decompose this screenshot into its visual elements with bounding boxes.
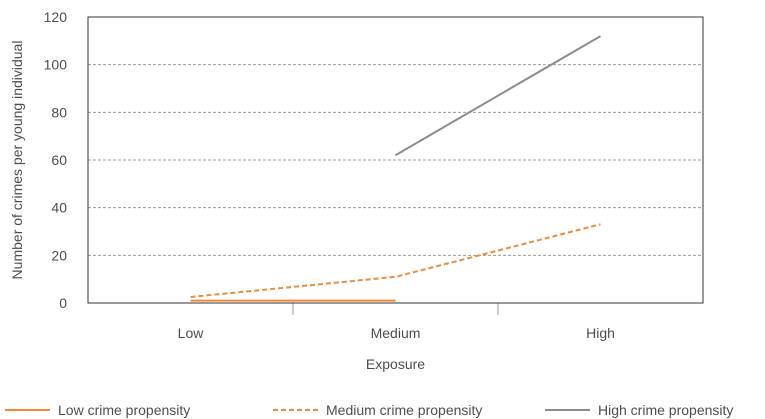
x-axis-ticks: Low Medium High [178, 303, 615, 341]
series-line-2 [190, 223, 601, 298]
y-tick-label: 40 [51, 200, 67, 216]
series-lines [190, 35, 602, 302]
x-tick-label: Low [178, 325, 205, 341]
x-tick-label: High [586, 325, 615, 341]
y-tick-label: 60 [51, 152, 67, 168]
x-tick-label: Medium [371, 325, 421, 341]
plot-area-frame [87, 16, 704, 304]
y-axis-ticks: 0 20 40 60 80 100 120 [44, 9, 68, 311]
legend-label: Medium crime propensity [326, 402, 482, 418]
legend: Low crime propensity Medium crime propens… [5, 402, 733, 418]
y-tick-label: 80 [51, 104, 67, 120]
y-tick-label: 120 [44, 9, 68, 25]
y-tick-label: 20 [51, 247, 67, 263]
gridlines [88, 64, 703, 256]
legend-label: High crime propensity [598, 402, 733, 418]
y-tick-label: 0 [59, 295, 67, 311]
legend-label: Low crime propensity [58, 402, 190, 418]
series-line-3 [394, 35, 602, 157]
y-tick-label: 100 [44, 57, 68, 73]
y-axis-title: Number of crimes per young individual [9, 41, 25, 280]
x-axis-title: Exposure [366, 356, 425, 372]
